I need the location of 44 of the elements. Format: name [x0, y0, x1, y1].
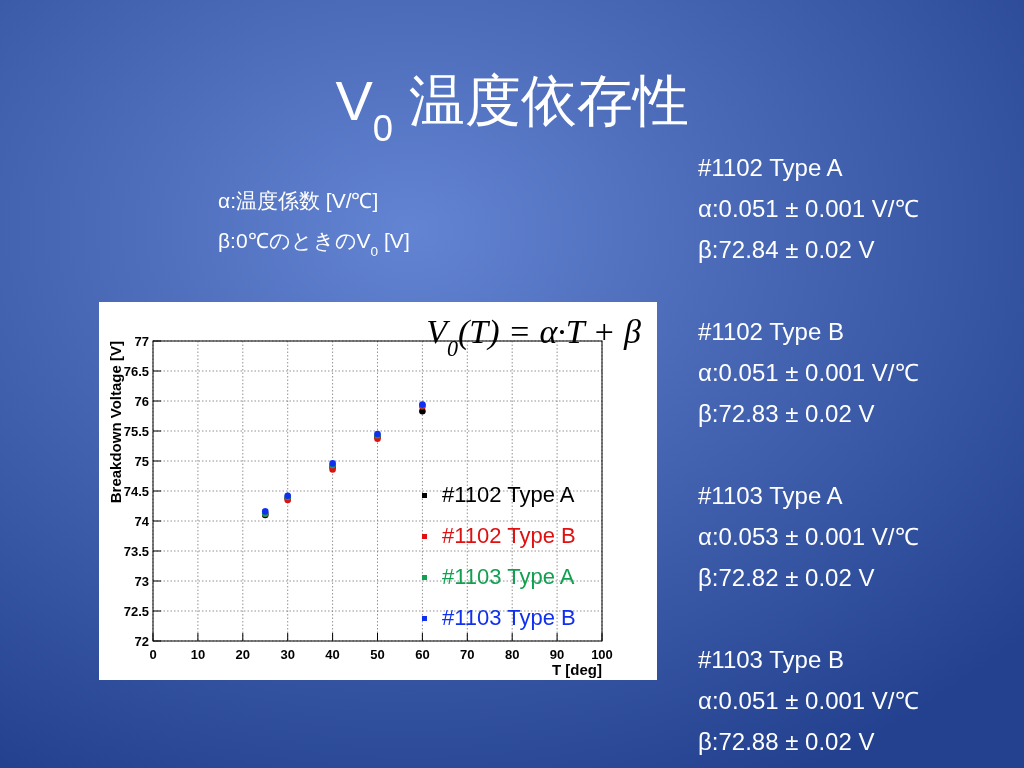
legend-label: #1102 Type B	[442, 523, 576, 548]
x-tick-label: 80	[504, 647, 520, 662]
text: α:0.053 ± 0.001 V/℃	[698, 523, 919, 550]
text: #1103 Type B	[698, 646, 844, 673]
text: β:72.84 ± 0.02 V	[698, 236, 875, 263]
text: β:0℃のときのV$_{0}$ [V]	[218, 229, 410, 259]
x-tick-label: 60	[415, 647, 430, 662]
text: #1103 Type A	[698, 482, 843, 509]
y-tick-label: 75	[134, 454, 149, 469]
x-tick-label: 20	[235, 647, 251, 662]
text: β:72.83 ± 0.02 V	[698, 400, 875, 427]
y-tick-label: 73	[134, 574, 149, 589]
text: β:72.82 ± 0.02 V	[698, 564, 875, 591]
x-tick-label: 100	[591, 647, 613, 662]
x-tick-label: 50	[370, 647, 385, 662]
text: α:0.051 ± 0.001 V/℃	[698, 195, 919, 222]
text: #1102 Type B	[698, 318, 844, 345]
y-axis-title: Breakdown Voltage [V]	[107, 341, 124, 504]
text: β:72.88 ± 0.02 V	[698, 728, 875, 755]
y-tick-label: 77	[134, 334, 149, 349]
text: #1102 Type A	[698, 154, 843, 181]
y-tick-label: 74	[134, 514, 150, 529]
legend-label: #1103 Type A	[442, 564, 575, 589]
x-tick-label: 0	[149, 647, 157, 662]
y-tick-label: 73.5	[123, 544, 149, 559]
y-tick-label: 74.5	[123, 484, 149, 499]
legend-label: #1103 Type B	[442, 605, 576, 630]
x-tick-label: 10	[190, 647, 206, 662]
y-tick-label: 72	[134, 634, 149, 649]
annotation: V$_{0}$(T) = α·T + β	[426, 313, 642, 361]
y-tick-label: 76	[134, 394, 149, 409]
text: α:0.051 ± 0.001 V/℃	[698, 687, 919, 714]
x-axis-title: T [deg]	[552, 661, 602, 678]
y-tick-label: 75.5	[123, 424, 149, 439]
y-tick-label: 72.5	[123, 604, 149, 619]
y-tick-label: 76.5	[123, 364, 149, 379]
x-tick-label: 70	[460, 647, 475, 662]
x-tick-label: 30	[280, 647, 295, 662]
legend-label: #1102 Type A	[442, 482, 575, 507]
x-tick-label: 40	[325, 647, 340, 662]
text: α:温度係数 [V/℃]	[218, 189, 379, 212]
text: α:0.051 ± 0.001 V/℃	[698, 359, 919, 386]
chart-title: V$_{0}$ 温度依存性	[335, 69, 689, 149]
x-tick-label: 90	[549, 647, 565, 662]
